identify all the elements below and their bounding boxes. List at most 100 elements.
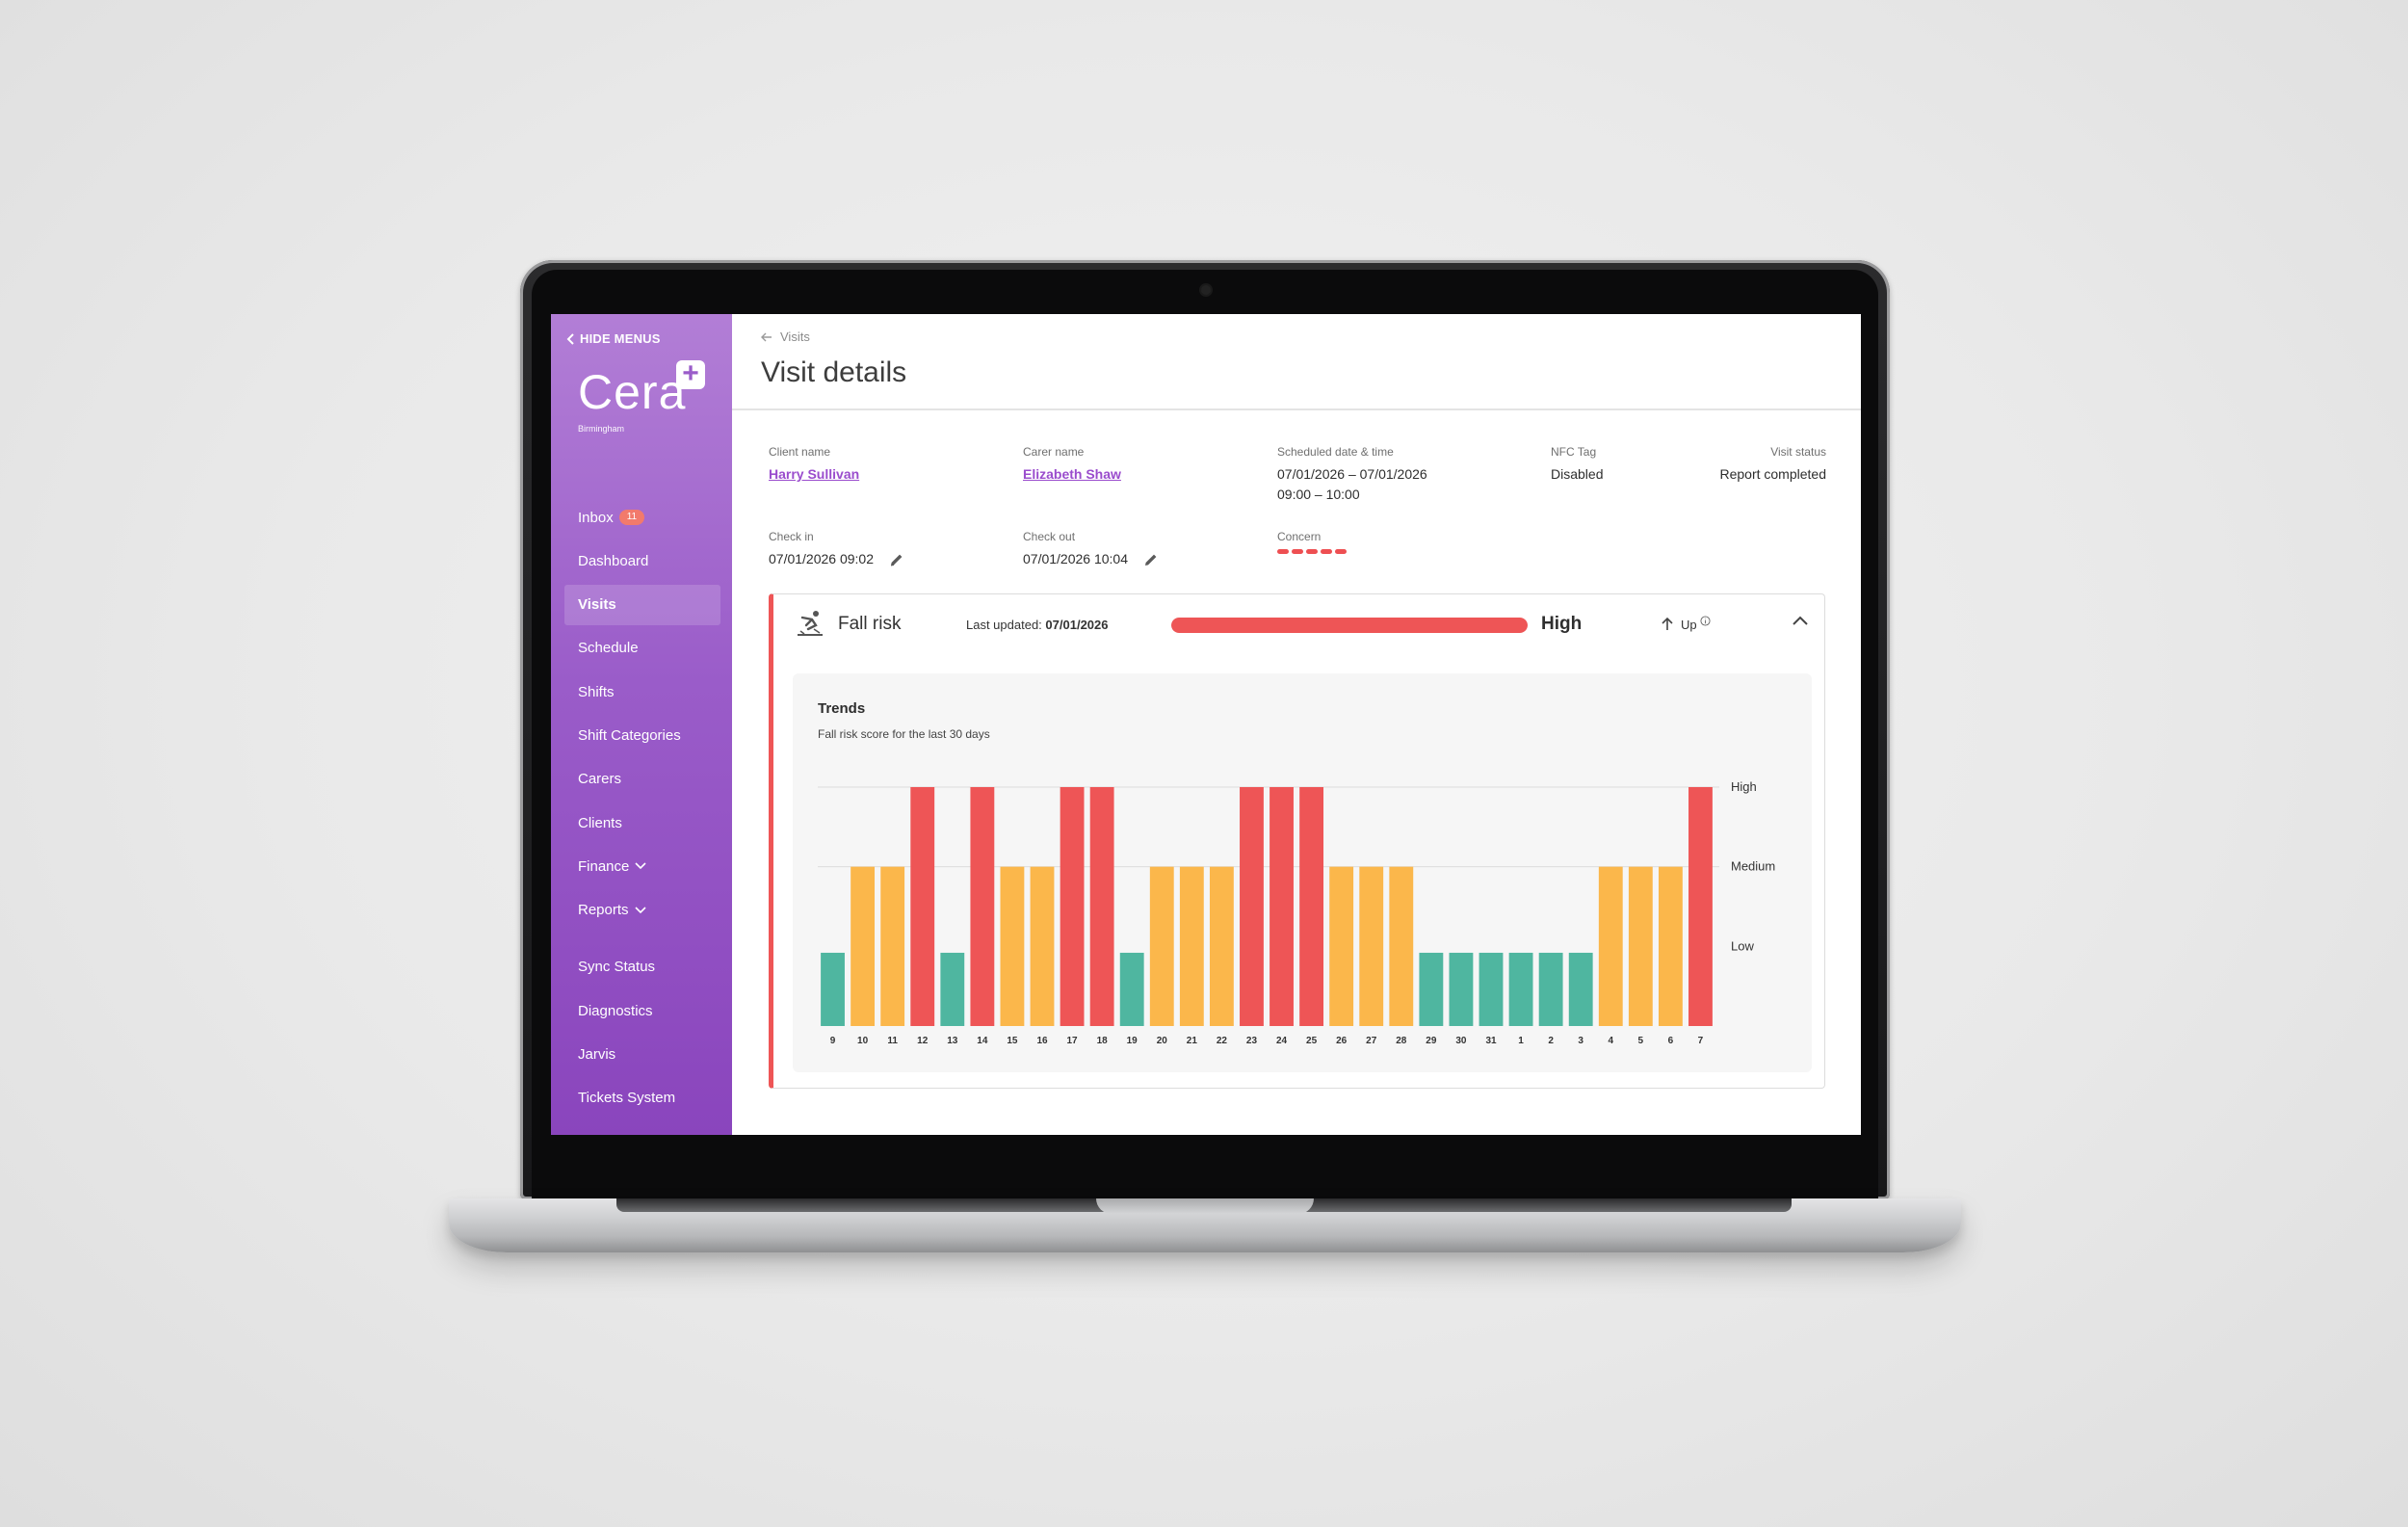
plus-icon: + [676, 359, 705, 389]
last-updated: Last updated: 07/01/2026 [966, 618, 1109, 632]
check-in-field: Check in 07/01/2026 09:02 [769, 530, 904, 569]
chart-bar [1658, 866, 1683, 1026]
x-tick-label: 28 [1396, 1036, 1407, 1046]
sidebar-item-jarvis[interactable]: Jarvis [564, 1035, 720, 1075]
breadcrumb-visits[interactable]: Visits [780, 329, 810, 344]
chart-bar [1000, 866, 1025, 1026]
y-level-label: Low [1731, 938, 1754, 953]
inbox-count-badge: 11 [618, 510, 645, 525]
fall-risk-card: Fall risk Last updated: 07/01/2026 High … [769, 593, 1825, 1089]
x-tick-label: 1 [1518, 1036, 1524, 1046]
risk-trend: Up [1660, 615, 1711, 632]
logo-text: Cera [578, 365, 687, 419]
main-content: Visits Visit details Client name Harry S… [732, 314, 1861, 1135]
chart-bar [1089, 787, 1114, 1026]
hide-menus-button[interactable]: HIDE MENUS [566, 331, 661, 346]
chart-bar [1449, 952, 1474, 1026]
sidebar-item-diagnostics[interactable]: Diagnostics [564, 990, 720, 1031]
chart-bar [910, 787, 935, 1026]
x-tick-label: 17 [1067, 1036, 1079, 1046]
risk-level-bar [1171, 618, 1528, 633]
visit-status-label: Visit status [1770, 445, 1826, 459]
x-tick-label: 15 [1007, 1036, 1018, 1046]
x-tick-label: 18 [1097, 1036, 1109, 1046]
chart-bar [1329, 866, 1354, 1026]
concern-bar [1292, 549, 1303, 554]
sidebar-item-label: Inbox [578, 509, 614, 526]
chart-bar [1389, 866, 1414, 1026]
chart-bar [1119, 952, 1144, 1026]
chart-bar [1240, 787, 1264, 1026]
carer-name-field: Carer name Elizabeth Shaw [1023, 445, 1121, 485]
concern-indicator [1277, 549, 1347, 554]
nfc-tag-value: Disabled [1551, 466, 1604, 482]
sidebar: HIDE MENUS Cera + Birmingham Inbox 11 Da… [551, 314, 732, 1135]
pencil-icon[interactable] [1143, 552, 1159, 567]
x-tick-label: 26 [1336, 1036, 1348, 1046]
sidebar-item-label: Clients [578, 814, 622, 831]
sidebar-item-inbox[interactable]: Inbox 11 [564, 497, 720, 538]
sidebar-item-schedule[interactable]: Schedule [564, 628, 720, 669]
sidebar-item-label: Shifts [578, 683, 615, 700]
carer-name-link[interactable]: Elizabeth Shaw [1023, 466, 1121, 482]
sidebar-item-shifts[interactable]: Shifts [564, 671, 720, 712]
sidebar-item-sync-status[interactable]: Sync Status [564, 947, 720, 987]
x-tick-label: 13 [947, 1036, 958, 1046]
sidebar-item-visits[interactable]: Visits [564, 584, 720, 625]
chart-bar [1538, 952, 1563, 1026]
chart-bar [1628, 866, 1653, 1026]
check-in-value: 07/01/2026 09:02 [769, 551, 874, 566]
chart-bar [821, 952, 845, 1026]
chevron-left-icon [566, 332, 574, 345]
sidebar-item-tickets-system[interactable]: Tickets System [564, 1078, 720, 1119]
hide-menus-label: HIDE MENUS [580, 331, 661, 346]
camera [1201, 285, 1211, 295]
fall-person-icon [798, 611, 823, 636]
chart-bar [1359, 866, 1384, 1026]
scheduled-times: 09:00 – 10:00 [1277, 487, 1360, 502]
info-icon[interactable] [1700, 615, 1711, 626]
chart-bar [940, 952, 965, 1026]
x-tick-label: 22 [1217, 1036, 1228, 1046]
breadcrumb[interactable]: Visits [761, 329, 810, 344]
sidebar-item-dashboard[interactable]: Dashboard [564, 540, 720, 581]
x-tick-label: 23 [1246, 1036, 1258, 1046]
x-tick-label: 14 [977, 1036, 988, 1046]
y-level-label: Medium [1731, 859, 1775, 874]
chart-bar [1060, 787, 1085, 1026]
chart-bar [1209, 866, 1234, 1026]
x-tick-label: 21 [1187, 1036, 1198, 1046]
carer-name-label: Carer name [1023, 445, 1085, 459]
concern-field: Concern [1277, 530, 1347, 554]
x-tick-label: 16 [1036, 1036, 1048, 1046]
x-tick-label: 27 [1366, 1036, 1377, 1046]
sidebar-item-carers[interactable]: Carers [564, 759, 720, 800]
logo-location: Birmingham [578, 424, 625, 434]
client-name-link[interactable]: Harry Sullivan [769, 466, 860, 482]
check-out-label: Check out [1023, 530, 1076, 543]
x-tick-label: 12 [917, 1036, 929, 1046]
client-name-label: Client name [769, 445, 831, 459]
sidebar-item-finance[interactable]: Finance [564, 846, 720, 886]
last-updated-date: 07/01/2026 [1045, 618, 1109, 632]
nav-spacer [564, 934, 720, 947]
fall-risk-header[interactable]: Fall risk Last updated: 07/01/2026 High … [773, 594, 1824, 654]
chart-bar [1419, 952, 1444, 1026]
chevron-down-icon [635, 862, 646, 870]
pencil-icon[interactable] [889, 552, 904, 567]
chart-bar [1269, 787, 1294, 1026]
x-tick-label: 24 [1276, 1036, 1288, 1046]
concern-bar [1321, 549, 1332, 554]
sidebar-item-clients[interactable]: Clients [564, 803, 720, 843]
chart-bar [1030, 866, 1055, 1026]
chevron-up-icon[interactable] [1792, 614, 1809, 627]
sidebar-item-label: Tickets System [578, 1090, 676, 1107]
last-updated-label: Last updated: [966, 618, 1042, 632]
chart-bar [1688, 787, 1713, 1026]
x-tick-label: 4 [1608, 1036, 1613, 1046]
sidebar-item-shift-categories[interactable]: Shift Categories [564, 715, 720, 755]
sidebar-item-reports[interactable]: Reports [564, 890, 720, 931]
sidebar-item-label: Jarvis [578, 1046, 616, 1064]
chart-bar [851, 866, 876, 1026]
chart-bar [880, 866, 905, 1026]
